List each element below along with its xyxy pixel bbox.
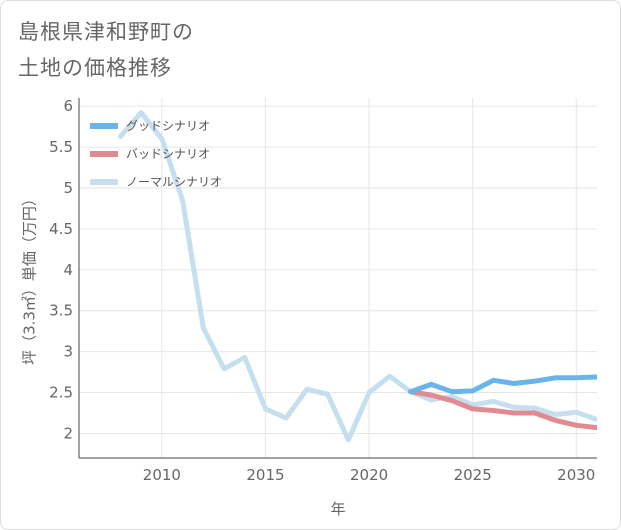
x-axis-title: 年 [330, 500, 345, 518]
series-line-good [408, 374, 597, 395]
x-tick-label: 2030 [557, 466, 595, 484]
y-tick-label: 2 [63, 424, 73, 442]
y-tick-label: 2.5 [49, 384, 73, 402]
y-tick-label: 4.5 [49, 220, 73, 238]
x-tick-label: 2020 [350, 466, 388, 484]
y-tick-label: 3.5 [49, 302, 73, 320]
series-group [117, 110, 597, 443]
y-tick-label: 5.5 [49, 138, 73, 156]
legend-label-good: グッドシナリオ [126, 119, 210, 133]
chart-title-line-1: 島根県津和野町の [18, 20, 194, 44]
x-tick-label: 2025 [454, 466, 492, 484]
chart-title: 島根県津和野町の 土地の価格推移 [18, 14, 194, 86]
y-axis-title: 坪（3.3㎡）単価（万円） [21, 191, 39, 365]
x-tick-label: 2010 [143, 466, 181, 484]
chart-title-line-2: 土地の価格推移 [18, 56, 172, 80]
y-tick-label: 4 [63, 261, 73, 279]
y-tick-label: 6 [63, 97, 73, 115]
series-line-normal [117, 110, 597, 443]
x-tick-label: 2015 [246, 466, 284, 484]
series-line-bad [408, 389, 597, 431]
legend-label-bad: バッドシナリオ [126, 147, 210, 161]
y-tick-label: 3 [63, 343, 73, 361]
legend-label-normal: ノーマルシナリオ [126, 175, 222, 189]
y-tick-label: 5 [63, 179, 73, 197]
